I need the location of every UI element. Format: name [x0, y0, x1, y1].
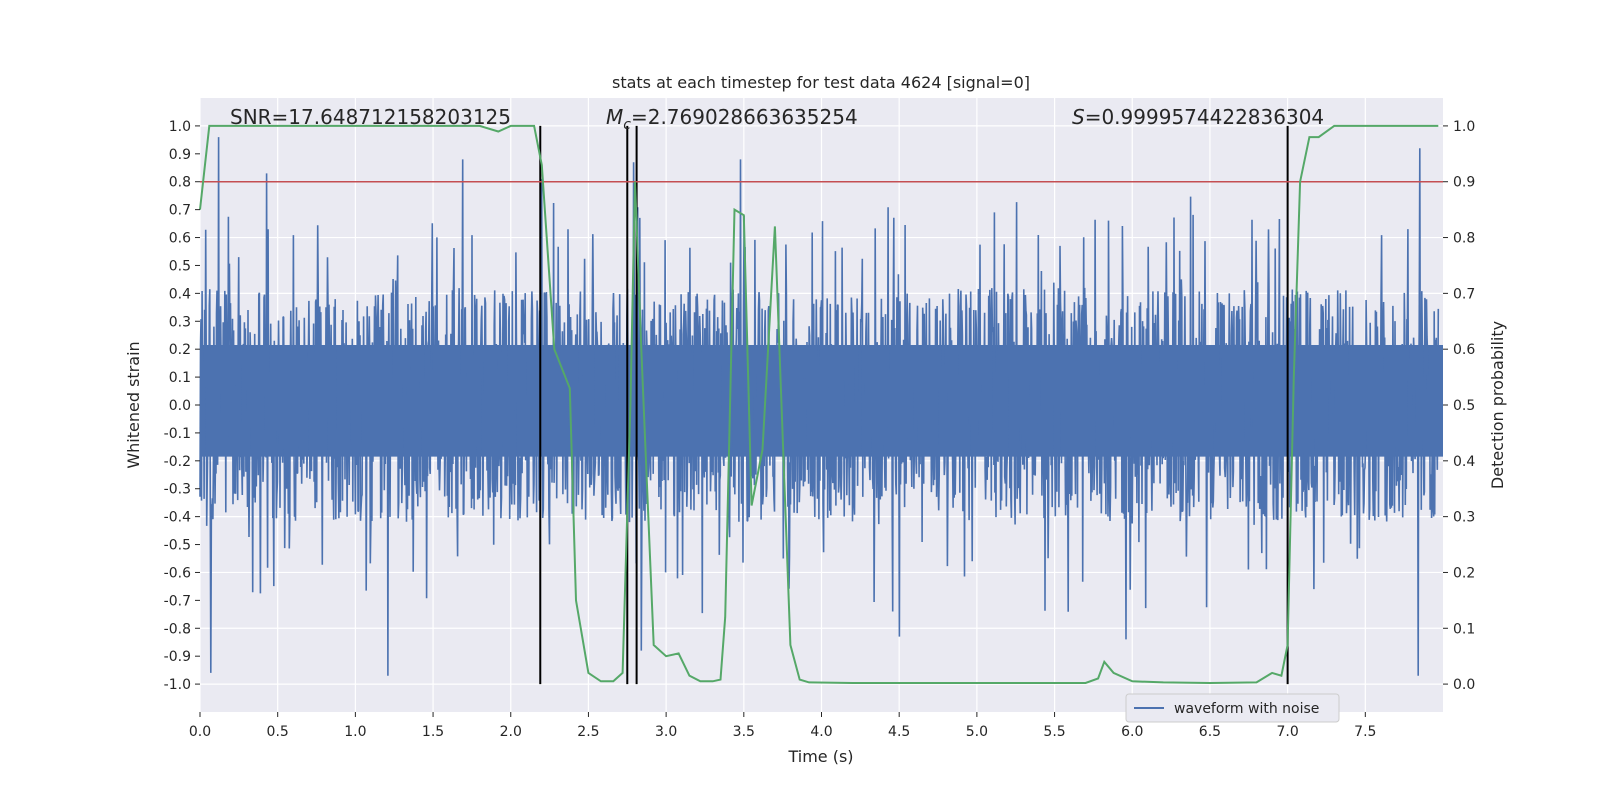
- y-tick-label: 1.0: [169, 119, 191, 135]
- mc-subscript: c: [623, 117, 631, 133]
- mc-symbol: M: [606, 105, 623, 129]
- x-tick-label: 5.5: [1043, 724, 1065, 740]
- y-right-tick-label: 0.9: [1453, 175, 1475, 191]
- y-tick-label: -0.1: [164, 426, 191, 442]
- tick-labels: 0.0 0.5 1.0 1.5 2.0 2.5 3.0 3.5 4.0 4.5 5.0 5.5 6.0 6…: [164, 119, 1476, 740]
- probability-line: [199, 124, 1439, 685]
- y-right-tick-label: 1.0: [1453, 119, 1475, 135]
- y-tick-label: 0.0: [169, 398, 191, 414]
- y-axis-label: Whitened strain: [124, 341, 143, 468]
- snr-annotation: SNR=17.648712158203125: [230, 105, 511, 129]
- y-tick-label: -0.4: [164, 510, 191, 526]
- y-tick-label: -0.8: [164, 621, 191, 637]
- y-tick-label: 0.8: [169, 175, 191, 191]
- y-right-tick-label: 0.8: [1453, 231, 1475, 247]
- y-tick-label: -0.7: [164, 593, 191, 609]
- x-tick-label: 3.0: [655, 724, 677, 740]
- y-tick-label: -0.2: [164, 454, 191, 470]
- x-tick-label: 0.0: [189, 724, 211, 740]
- y-tick-label: 0.3: [169, 314, 191, 330]
- x-tick-label: 2.5: [577, 724, 599, 740]
- s-symbol: S: [1072, 105, 1085, 129]
- x-tick-label: 4.0: [810, 724, 832, 740]
- legend-box: [1125, 693, 1340, 723]
- legend-label-waveform: waveform with noise: [1174, 701, 1319, 717]
- y-right-tick-label: 0.4: [1453, 454, 1475, 470]
- y-tick-label: -0.5: [164, 538, 191, 554]
- x-tick-label: 5.0: [966, 724, 988, 740]
- x-tick-label: 0.5: [267, 724, 289, 740]
- y-right-tick-label: 0.1: [1453, 621, 1475, 637]
- y-tick-label: -0.3: [164, 482, 191, 498]
- y-right-tick-label: 0.7: [1453, 286, 1475, 302]
- x-axis-label: Time (s): [787, 747, 853, 766]
- y-tick-label: 0.6: [169, 231, 191, 247]
- x-tick-label: 7.5: [1354, 724, 1376, 740]
- s-annotation: S=0.9999574422836304: [1072, 105, 1324, 129]
- y-right-tick-label: 0.6: [1453, 342, 1475, 358]
- mc-annotation: Mc=2.769028663635254: [606, 105, 858, 133]
- probability-series: [199, 124, 1439, 685]
- y-axis-right-label: Detection probability: [1488, 321, 1507, 489]
- x-tick-label: 7.0: [1276, 724, 1298, 740]
- mc-value: =2.769028663635254: [631, 105, 858, 129]
- x-tick-label: 4.5: [888, 724, 910, 740]
- chart-title: stats at each timestep for test data 462…: [612, 73, 1030, 92]
- y-right-tick-label: 0.3: [1453, 510, 1475, 526]
- y-tick-label: 0.5: [169, 258, 191, 274]
- legend: waveform with noise: [1125, 693, 1340, 723]
- x-tick-label: 2.0: [500, 724, 522, 740]
- y-tick-label: 0.9: [169, 147, 191, 163]
- y-tick-label: 0.4: [169, 286, 191, 302]
- y-tick-label: -0.9: [164, 649, 191, 665]
- y-tick-label: 0.7: [169, 203, 191, 219]
- x-tick-label: 3.5: [733, 724, 755, 740]
- y-tick-label: 0.1: [169, 370, 191, 386]
- y-tick-label: -1.0: [164, 677, 191, 693]
- x-tick-label: 1.5: [422, 724, 444, 740]
- y-right-tick-label: 0.5: [1453, 398, 1475, 414]
- y-tick-label: -0.6: [164, 565, 191, 581]
- x-tick-label: 1.0: [344, 724, 366, 740]
- waveform-series: [199, 137, 1443, 676]
- y-right-tick-label: 0.2: [1453, 565, 1475, 581]
- s-value: =0.9999574422836304: [1085, 105, 1324, 129]
- x-tick-label: 6.5: [1199, 724, 1221, 740]
- y-right-tick-label: 0.0: [1453, 677, 1475, 693]
- waveform-line: [199, 137, 1440, 676]
- x-tick-label: 6.0: [1121, 724, 1143, 740]
- y-tick-label: 0.2: [169, 342, 191, 358]
